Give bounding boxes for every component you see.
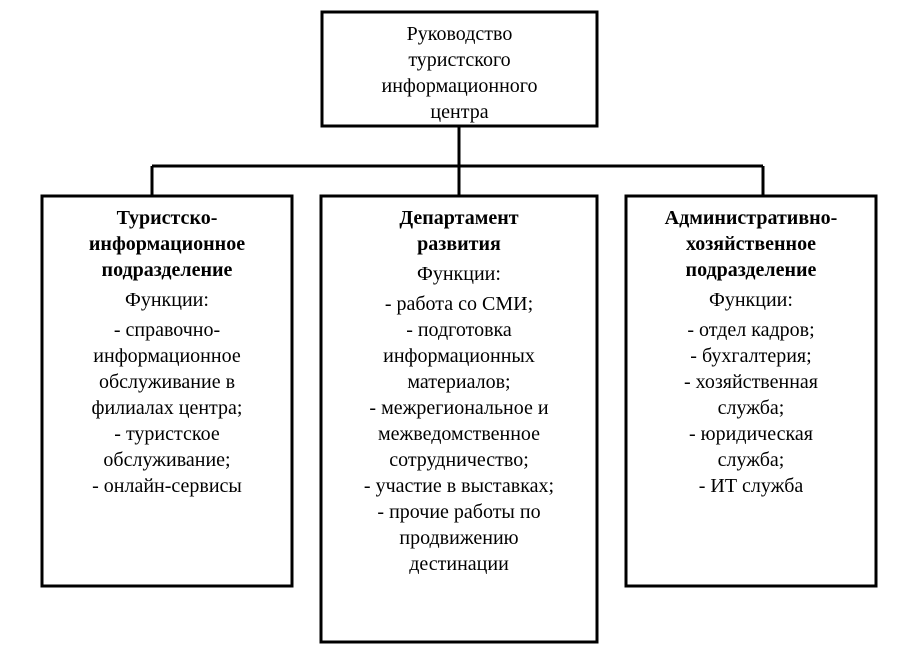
root-line: информационного bbox=[382, 75, 538, 97]
child-body-line: - туристское bbox=[114, 423, 220, 445]
child-body-line: обслуживание; bbox=[103, 449, 230, 471]
child-body-line: Функции: bbox=[125, 289, 209, 311]
child-body-line: информационных bbox=[383, 345, 535, 367]
child-body-line: - отдел кадров; bbox=[687, 319, 814, 341]
child-body-line: - справочно- bbox=[114, 319, 220, 341]
child-title-line: подразделение bbox=[102, 259, 233, 281]
child-body-line: - подготовка bbox=[406, 319, 512, 341]
child-body-line: дестинации bbox=[409, 553, 509, 575]
root-line: центра bbox=[430, 101, 488, 123]
child-title-line: подразделение bbox=[686, 259, 817, 281]
child-body-line: - бухгалтерия; bbox=[690, 345, 811, 367]
child-title-line: информационное bbox=[89, 233, 245, 255]
root-line: туристского bbox=[408, 49, 510, 71]
child-body-line: - юридическая bbox=[689, 423, 813, 445]
child-title-line: Туристско- bbox=[117, 207, 218, 229]
child-body-line: материалов; bbox=[407, 371, 510, 393]
org-chart: Руководство туристского информационного цен… bbox=[0, 0, 904, 657]
child-body-line: - работа со СМИ; bbox=[385, 293, 533, 315]
child-body-line: - хозяйственная bbox=[684, 371, 818, 393]
child-body-line: - участие в выставках; bbox=[364, 475, 554, 497]
child-body-line: - межрегиональное и bbox=[369, 397, 548, 419]
child-body-line: - прочие работы по bbox=[377, 501, 540, 523]
child-body-line: продвижению bbox=[399, 527, 518, 549]
child-body-line: служба; bbox=[718, 449, 785, 471]
child-body-line: - ИТ служба bbox=[699, 475, 804, 497]
child-body-line: - онлайн-сервисы bbox=[92, 475, 242, 497]
child-body-line: обслуживание в bbox=[99, 371, 235, 393]
child-body-line: Функции: bbox=[417, 263, 501, 285]
child-title-line: хозяйственное bbox=[686, 233, 816, 255]
child-title-line: Административно- bbox=[665, 207, 838, 229]
child-title-line: развития bbox=[417, 233, 501, 255]
child-body-line: филиалах центра; bbox=[92, 397, 243, 419]
child-body-line: Функции: bbox=[709, 289, 793, 311]
root-line: Руководство bbox=[407, 23, 513, 45]
child-title-line: Департамент bbox=[399, 207, 518, 229]
child-body-line: служба; bbox=[718, 397, 785, 419]
child-body-line: информационное bbox=[93, 345, 241, 367]
child-body-line: сотрудничество; bbox=[389, 449, 529, 471]
child-text-tourist-info: Туристско-информационное подразделение Фун… bbox=[89, 207, 245, 497]
child-body-line: межведомственное bbox=[378, 423, 540, 445]
